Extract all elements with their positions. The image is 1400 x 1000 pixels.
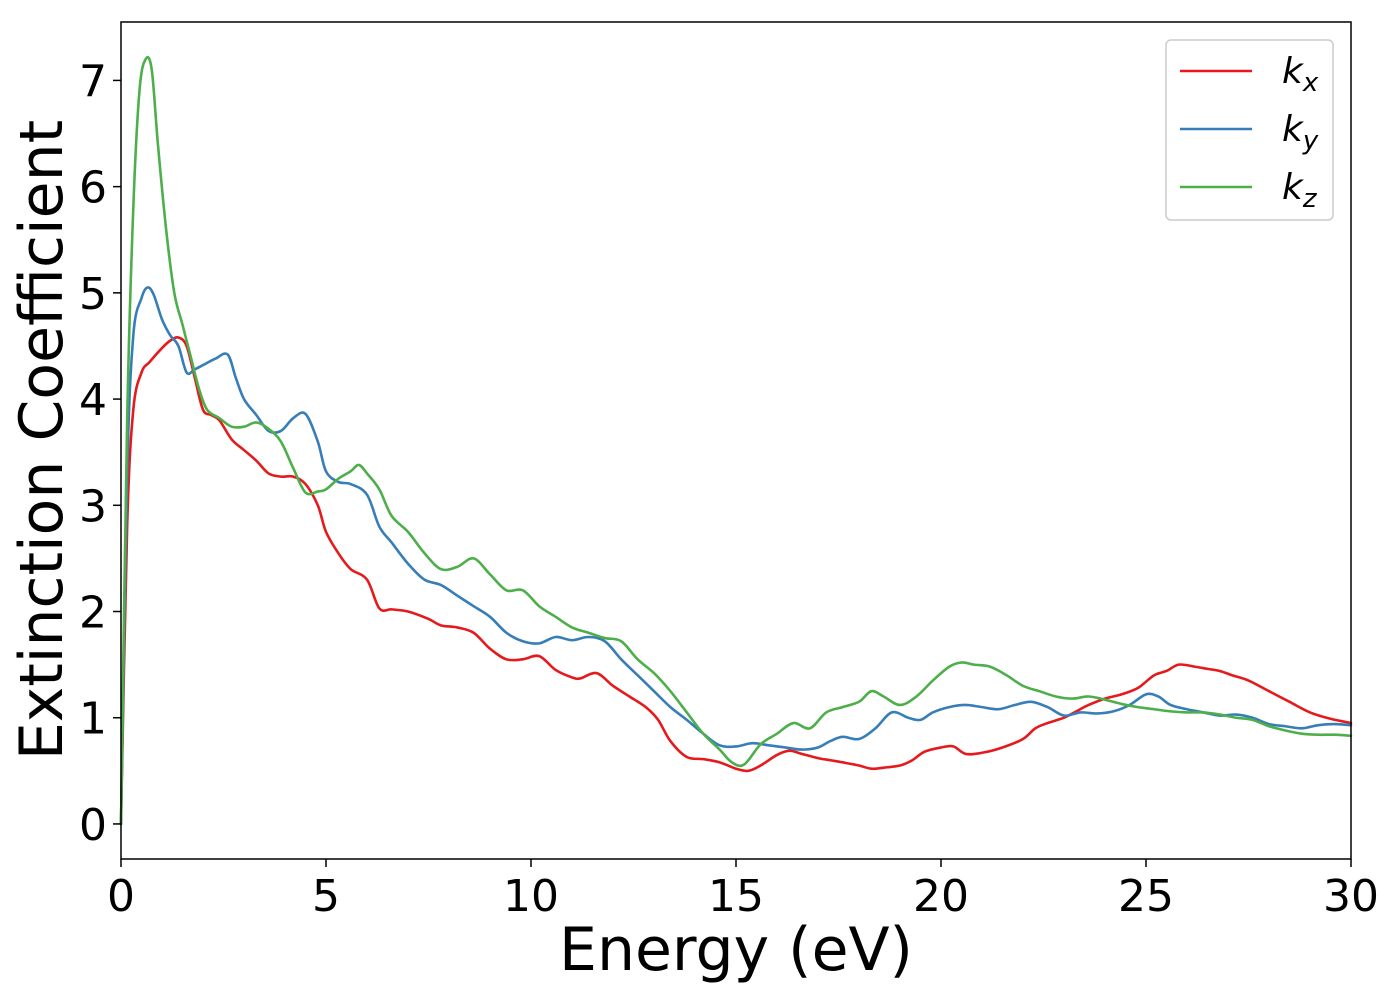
- x-tick-label: 25: [1118, 871, 1174, 922]
- y-tick-label: 3: [79, 481, 107, 532]
- legend-subscript: y: [1302, 126, 1319, 156]
- x-axis-ticks: 0 5 10 15 20 25 30: [107, 859, 1379, 922]
- y-tick-label: 6: [79, 163, 107, 214]
- legend-subscript: x: [1302, 68, 1319, 98]
- y-tick-label: 4: [79, 375, 107, 426]
- series-line-kz: [119, 55, 1353, 826]
- series-line-kx: [119, 335, 1353, 826]
- x-tick-label: 15: [708, 871, 764, 922]
- y-tick-label: 2: [79, 588, 107, 639]
- x-tick-label: 0: [107, 871, 135, 922]
- series-layer: [119, 55, 1353, 826]
- x-tick-label: 30: [1323, 871, 1379, 922]
- legend-label-ky: ky: [1282, 109, 1319, 156]
- y-tick-label: 7: [79, 56, 107, 107]
- x-axis-label: Energy (eV): [559, 915, 913, 985]
- y-axis-label: Extinction Coefficient: [7, 120, 77, 760]
- y-tick-label: 0: [79, 800, 107, 851]
- x-tick-label: 5: [312, 871, 340, 922]
- x-tick-label: 20: [913, 871, 969, 922]
- y-axis-ticks: 0 1 2 3 4 5 6 7: [79, 56, 121, 851]
- y-tick-label: 5: [79, 269, 107, 320]
- legend-subscript: z: [1302, 184, 1318, 214]
- y-tick-label: 1: [79, 694, 107, 745]
- x-tick-label: 10: [503, 871, 559, 922]
- series-line-ky: [119, 286, 1353, 826]
